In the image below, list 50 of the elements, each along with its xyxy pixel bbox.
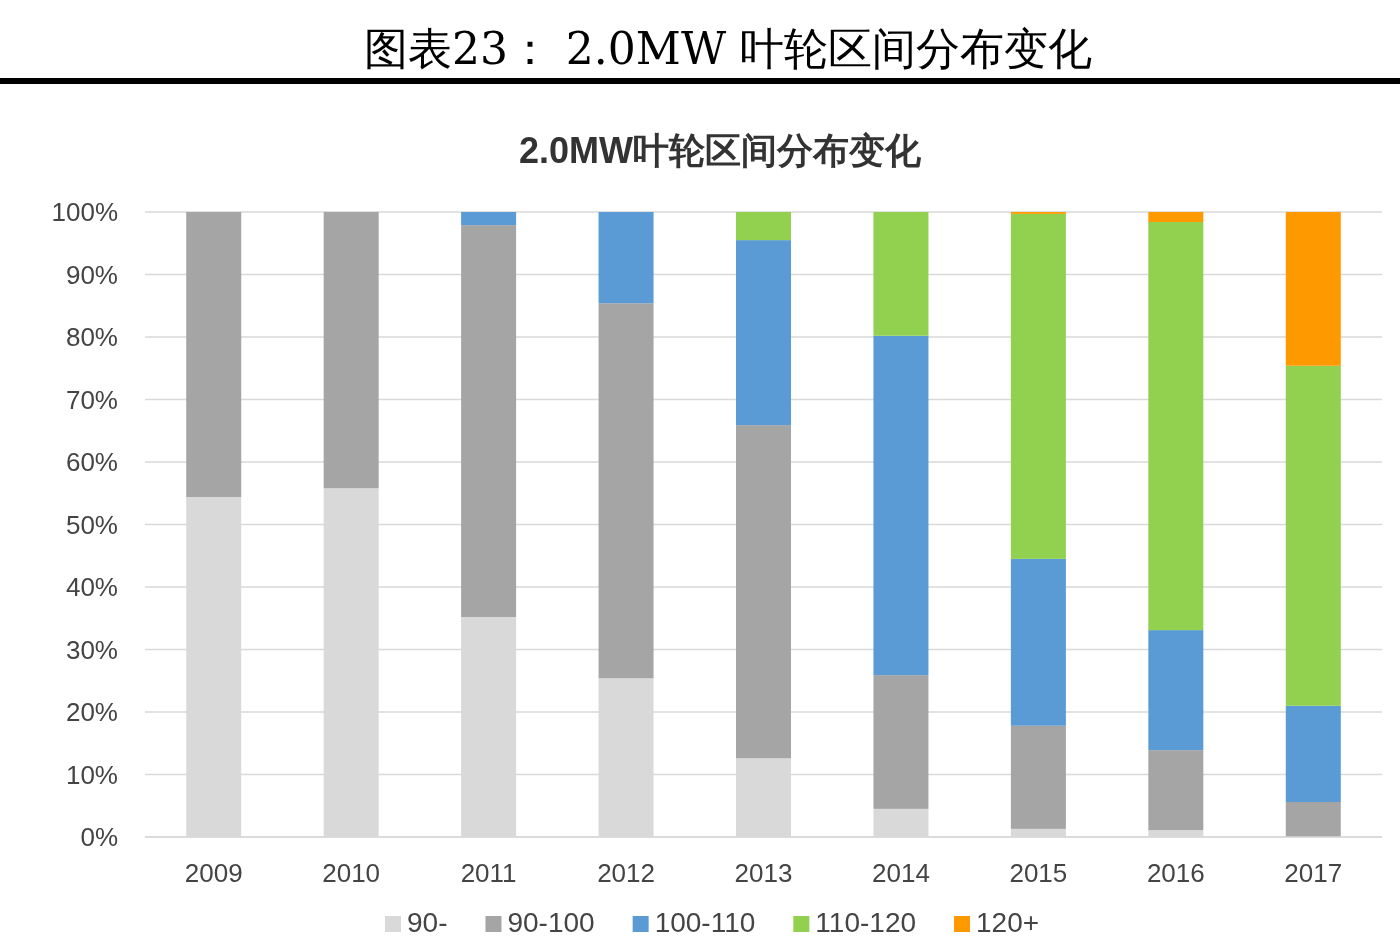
y-tick-label: 40%: [65, 572, 118, 602]
bar: [1148, 212, 1204, 222]
legend-label: 110-120: [815, 907, 917, 938]
y-tick-label: 30%: [65, 634, 118, 665]
x-tick-label: 2013: [734, 858, 793, 888]
bar: [1285, 365, 1341, 706]
bar: [598, 212, 654, 304]
y-tick-label: 60%: [65, 447, 118, 477]
x-tick-label: 2010: [322, 858, 381, 888]
bar: [598, 303, 654, 679]
bar: [736, 212, 791, 241]
y-tick-label: 90%: [65, 259, 118, 290]
bar: [461, 225, 517, 617]
bar: [461, 212, 517, 226]
bar: [1148, 630, 1204, 751]
bar: [873, 675, 929, 809]
legend-label: 100-110: [654, 907, 756, 938]
legend-label: 90-100: [507, 907, 595, 938]
bar: [1148, 750, 1204, 831]
x-tick-label: 2011: [460, 858, 517, 888]
bar: [1285, 705, 1341, 802]
bar: [1285, 212, 1341, 366]
bar: [736, 240, 791, 426]
y-tick-label: 100%: [51, 197, 118, 227]
x-tick-label: 2009: [184, 858, 243, 888]
y-tick-label: 20%: [65, 697, 118, 727]
bar: [1010, 558, 1066, 726]
bar: [1285, 802, 1341, 837]
bar: [1010, 213, 1066, 559]
y-tick-label: 10%: [65, 759, 118, 790]
chart-title: 图表23： 2.0MW 叶轮区间分布变化: [363, 23, 1093, 74]
x-tick-label: 2014: [872, 858, 930, 888]
y-tick-label: 80%: [65, 322, 118, 352]
bar: [736, 425, 791, 759]
y-tick-label: 0%: [80, 822, 118, 852]
legend-label: 90-: [407, 907, 448, 938]
x-tick-label: 2016: [1146, 858, 1205, 888]
x-tick-label: 2017: [1284, 858, 1343, 888]
x-tick-label: 2012: [597, 858, 655, 888]
y-tick-label: 70%: [65, 384, 118, 415]
bar: [186, 212, 242, 497]
legend-label: 120+: [976, 907, 1040, 938]
bar: [323, 212, 379, 489]
bar: [873, 335, 929, 676]
x-tick-label: 2015: [1009, 858, 1068, 888]
bar: [1010, 725, 1066, 829]
bar: [873, 212, 929, 336]
y-tick-label: 50%: [65, 509, 118, 540]
bar: [1148, 222, 1204, 631]
chart-subtitle: 2.0MW叶轮区间分布变化: [518, 130, 922, 171]
